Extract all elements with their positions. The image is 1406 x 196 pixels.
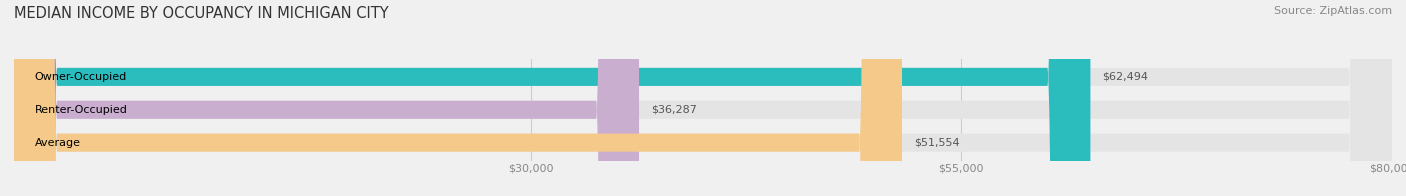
FancyBboxPatch shape (14, 0, 640, 196)
FancyBboxPatch shape (14, 0, 903, 196)
Text: $62,494: $62,494 (1102, 72, 1149, 82)
FancyBboxPatch shape (14, 0, 1091, 196)
FancyBboxPatch shape (14, 0, 1392, 196)
Text: MEDIAN INCOME BY OCCUPANCY IN MICHIGAN CITY: MEDIAN INCOME BY OCCUPANCY IN MICHIGAN C… (14, 6, 388, 21)
Text: Average: Average (35, 138, 80, 148)
FancyBboxPatch shape (14, 0, 1392, 196)
Text: $51,554: $51,554 (914, 138, 960, 148)
Text: Source: ZipAtlas.com: Source: ZipAtlas.com (1274, 6, 1392, 16)
FancyBboxPatch shape (14, 0, 1392, 196)
Text: Owner-Occupied: Owner-Occupied (35, 72, 127, 82)
Text: Renter-Occupied: Renter-Occupied (35, 105, 128, 115)
Text: $36,287: $36,287 (651, 105, 697, 115)
